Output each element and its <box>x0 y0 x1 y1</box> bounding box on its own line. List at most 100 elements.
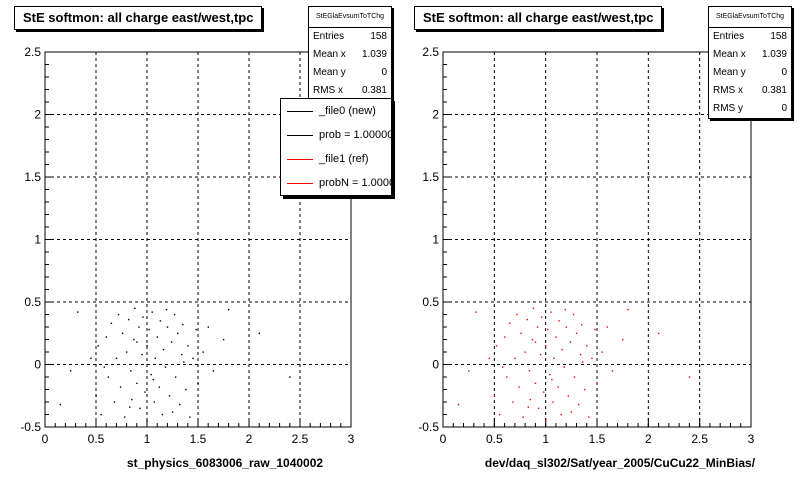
legend-label: _file0 (new) <box>319 105 376 117</box>
data-point <box>581 323 583 326</box>
legend-entry: _file1 (ref) <box>281 147 391 171</box>
legend-label: prob = 1.000000 <box>319 129 392 141</box>
data-point <box>144 391 146 393</box>
data-point <box>588 416 590 418</box>
legend-line-icon <box>287 134 313 136</box>
data-point <box>289 376 291 378</box>
stats-name: StEGlaEvsumToTChg <box>709 7 791 28</box>
data-point <box>128 318 130 321</box>
data-point <box>584 388 586 391</box>
data-point <box>100 413 102 416</box>
data-point <box>173 313 176 316</box>
data-point <box>189 416 191 418</box>
stats-name: StEGlaEvsumToTChg <box>309 7 391 28</box>
data-point <box>117 313 120 316</box>
x-tick-label: 1.5 <box>589 432 606 446</box>
data-point <box>202 351 204 353</box>
stats-label: RMS x <box>713 85 743 96</box>
stats-value: 1.039 <box>761 49 787 60</box>
data-point <box>532 307 535 310</box>
stats-row: RMS y 0 <box>709 100 791 118</box>
stats-value: 0 <box>781 103 787 114</box>
legend-line-icon <box>287 158 313 160</box>
data-point <box>103 366 105 368</box>
legend-entry: prob = 1.000000 <box>281 123 391 147</box>
x-axis-title: dev/daq_sl302/Sat/year_2005/CuCu22_MinBi… <box>484 456 756 470</box>
data-point <box>129 406 131 408</box>
data-point <box>197 382 199 385</box>
y-tick-label: 2 <box>34 108 41 122</box>
data-point <box>575 332 578 335</box>
data-point <box>627 308 629 311</box>
data-point <box>495 345 498 347</box>
x-tick-label: 2.5 <box>691 432 708 446</box>
data-point <box>504 336 506 338</box>
x-tick-label: 0 <box>42 432 49 446</box>
y-tick-label: 0 <box>432 358 439 372</box>
data-point <box>658 332 660 335</box>
data-point <box>183 361 185 363</box>
data-point <box>534 341 537 343</box>
data-point <box>141 353 143 356</box>
data-point <box>162 348 165 351</box>
stats-value: 158 <box>370 31 387 42</box>
data-point <box>601 351 603 353</box>
stats-value: 0 <box>781 67 787 78</box>
data-point <box>493 395 496 397</box>
data-point <box>596 382 598 385</box>
legend-label: probN = 1.000000 <box>319 177 391 189</box>
x-tick-label: 2.5 <box>292 432 309 446</box>
y-tick-label: 2 <box>432 108 439 122</box>
data-point <box>222 338 225 341</box>
data-point <box>560 413 562 416</box>
data-point <box>110 322 113 325</box>
data-point <box>119 386 122 388</box>
data-point <box>192 357 194 360</box>
x-tick-label: 1 <box>144 432 151 446</box>
data-point <box>536 326 539 328</box>
y-tick-label: 1.5 <box>24 170 41 184</box>
data-point <box>113 401 116 403</box>
data-point <box>543 391 545 393</box>
data-point <box>182 323 184 326</box>
data-point <box>591 357 593 360</box>
data-point <box>545 345 547 347</box>
stats-value: 0.381 <box>361 85 387 96</box>
x-tick-label: 2 <box>645 432 652 446</box>
stats-label: Mean x <box>713 49 746 60</box>
data-point <box>107 376 110 378</box>
data-point <box>498 413 501 416</box>
data-point <box>551 378 553 381</box>
data-point <box>131 398 133 401</box>
data-point <box>594 328 596 331</box>
stats-box: StEGlaEvsumToTChg Entries 158 Mean x 1.0… <box>308 6 392 101</box>
data-point <box>158 386 161 388</box>
stats-label: Mean y <box>313 67 346 78</box>
x-tick-label: 0.5 <box>486 432 503 446</box>
y-tick-label: 1 <box>432 233 439 247</box>
data-point <box>179 403 181 406</box>
data-point <box>457 403 460 406</box>
plot-title: StE softmon: all charge east/west,tpc <box>414 6 663 30</box>
data-point <box>187 345 189 347</box>
data-point <box>77 311 79 313</box>
data-point <box>152 378 154 381</box>
stats-label: RMS x <box>313 85 343 96</box>
stats-row: Mean y 0 <box>709 64 791 82</box>
y-tick-label: 2.5 <box>24 45 41 59</box>
stats-value: 0.381 <box>761 85 787 96</box>
data-point <box>115 357 118 360</box>
data-point <box>136 341 138 343</box>
data-point <box>557 386 559 388</box>
x-tick-label: 3 <box>348 432 355 446</box>
data-point <box>170 341 173 343</box>
x-tick-label: 2 <box>246 432 253 446</box>
data-point <box>520 332 522 335</box>
data-point <box>516 313 518 316</box>
data-point <box>550 311 552 313</box>
data-point <box>123 416 126 418</box>
data-point <box>570 411 573 413</box>
legend: _file0 (new) prob = 1.000000 _file1 (ref… <box>280 98 392 196</box>
data-point <box>688 376 691 378</box>
y-tick-label: 1 <box>34 233 41 247</box>
